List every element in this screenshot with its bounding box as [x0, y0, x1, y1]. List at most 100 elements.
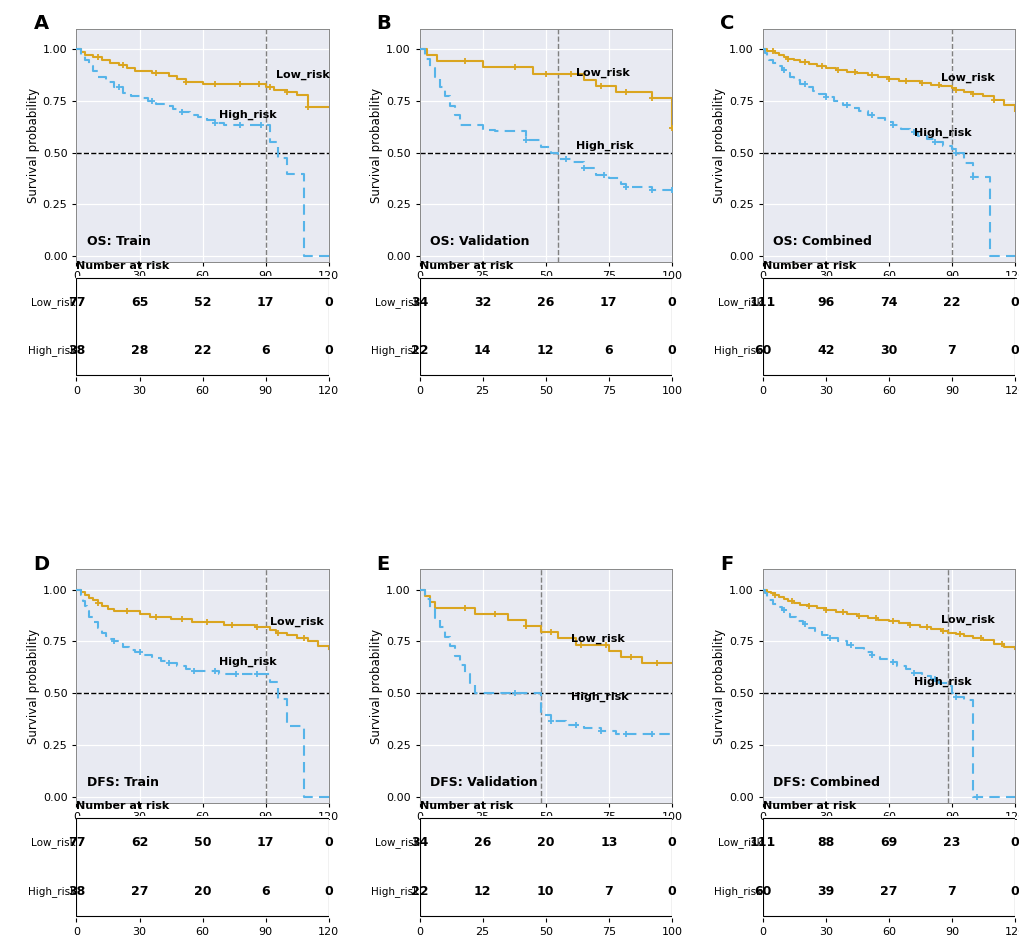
Text: Low_risk: Low_risk [374, 837, 419, 848]
Text: High_risk: High_risk [713, 345, 761, 357]
Text: 27: 27 [879, 884, 897, 898]
Text: 26: 26 [536, 296, 554, 309]
Text: 69: 69 [879, 836, 897, 849]
Text: 20: 20 [194, 884, 211, 898]
Text: High_risk: High_risk [219, 656, 277, 667]
Text: 6: 6 [261, 344, 270, 358]
Text: Low_risk: Low_risk [32, 837, 76, 848]
Text: 12: 12 [536, 344, 554, 358]
Text: Low_risk: Low_risk [717, 297, 761, 308]
Bar [419, 278, 672, 376]
Text: Low_risk: Low_risk [941, 615, 995, 625]
Text: Number at risk: Number at risk [762, 261, 855, 271]
Text: 88: 88 [816, 836, 834, 849]
Text: 23: 23 [943, 836, 960, 849]
Text: High_risk: High_risk [219, 109, 277, 120]
Text: 20: 20 [536, 836, 554, 849]
Text: 22: 22 [194, 344, 211, 358]
Text: Low_risk: Low_risk [717, 837, 761, 848]
Text: DFS: Train: DFS: Train [87, 776, 158, 789]
Text: High_risk: High_risk [571, 691, 628, 702]
Y-axis label: Survival probability: Survival probability [26, 629, 40, 744]
Text: 7: 7 [947, 884, 955, 898]
Text: 0: 0 [1010, 344, 1018, 358]
X-axis label: Time: Time [873, 284, 903, 298]
Text: 17: 17 [257, 296, 274, 309]
Text: E: E [376, 555, 389, 574]
Text: 12: 12 [474, 884, 491, 898]
Text: High_risk: High_risk [371, 886, 419, 897]
Text: Low_risk: Low_risk [941, 72, 995, 83]
Text: C: C [719, 14, 734, 33]
Text: A: A [34, 14, 49, 33]
Text: 34: 34 [411, 296, 428, 309]
Text: 0: 0 [1010, 836, 1018, 849]
X-axis label: Time: Time [531, 825, 559, 838]
Text: 38: 38 [68, 884, 85, 898]
Text: 42: 42 [816, 344, 834, 358]
Text: High_risk: High_risk [713, 886, 761, 897]
X-axis label: Time: Time [531, 284, 559, 298]
Text: B: B [376, 14, 391, 33]
Text: 0: 0 [324, 884, 333, 898]
Text: 6: 6 [604, 344, 612, 358]
X-axis label: Time: Time [187, 284, 217, 298]
Text: 50: 50 [194, 836, 211, 849]
Text: 77: 77 [67, 296, 86, 309]
X-axis label: Time: Time [187, 825, 217, 838]
Text: 77: 77 [67, 836, 86, 849]
Y-axis label: Survival probability: Survival probability [712, 87, 726, 204]
Text: 52: 52 [194, 296, 211, 309]
Text: Low_risk: Low_risk [576, 68, 629, 78]
Y-axis label: Survival probability: Survival probability [712, 629, 726, 744]
Text: 38: 38 [68, 344, 85, 358]
Text: OS: Combined: OS: Combined [772, 236, 871, 248]
Bar [419, 819, 672, 916]
Text: 7: 7 [947, 344, 955, 358]
Text: 0: 0 [324, 836, 333, 849]
Y-axis label: Survival probability: Survival probability [370, 87, 383, 204]
Text: Number at risk: Number at risk [76, 261, 169, 271]
Y-axis label: Survival probability: Survival probability [370, 629, 383, 744]
Bar [762, 278, 1014, 376]
Text: 96: 96 [816, 296, 834, 309]
Text: Low_risk: Low_risk [32, 297, 76, 308]
Text: 28: 28 [130, 344, 148, 358]
Text: 65: 65 [130, 296, 148, 309]
Text: 26: 26 [474, 836, 491, 849]
Text: 13: 13 [599, 836, 616, 849]
Text: Number at risk: Number at risk [76, 802, 169, 811]
Bar [76, 278, 328, 376]
Text: OS: Train: OS: Train [87, 236, 151, 248]
Text: 22: 22 [411, 884, 428, 898]
Text: 0: 0 [666, 836, 676, 849]
Text: 32: 32 [474, 296, 491, 309]
Text: 111: 111 [749, 296, 775, 309]
Text: 0: 0 [666, 884, 676, 898]
Text: High_risk: High_risk [913, 128, 971, 139]
Text: DFS: Validation: DFS: Validation [429, 776, 537, 789]
Text: 14: 14 [474, 344, 491, 358]
Text: Number at risk: Number at risk [419, 802, 513, 811]
Text: 74: 74 [879, 296, 897, 309]
Text: 0: 0 [324, 344, 333, 358]
Text: 17: 17 [599, 296, 616, 309]
Text: Low_risk: Low_risk [374, 297, 419, 308]
Text: 6: 6 [261, 884, 270, 898]
Text: 60: 60 [753, 884, 770, 898]
Text: 39: 39 [816, 884, 834, 898]
Text: 0: 0 [324, 296, 333, 309]
Text: Number at risk: Number at risk [762, 802, 855, 811]
Text: 0: 0 [1010, 884, 1018, 898]
Text: 62: 62 [130, 836, 148, 849]
Text: 17: 17 [257, 836, 274, 849]
Text: 34: 34 [411, 836, 428, 849]
Text: Low_risk: Low_risk [270, 617, 323, 627]
Y-axis label: Survival probability: Survival probability [26, 87, 40, 204]
Text: 10: 10 [536, 884, 554, 898]
Text: Low_risk: Low_risk [571, 633, 624, 644]
Text: Number at risk: Number at risk [419, 261, 513, 271]
Bar [76, 819, 328, 916]
Text: 22: 22 [943, 296, 960, 309]
Text: 111: 111 [749, 836, 775, 849]
